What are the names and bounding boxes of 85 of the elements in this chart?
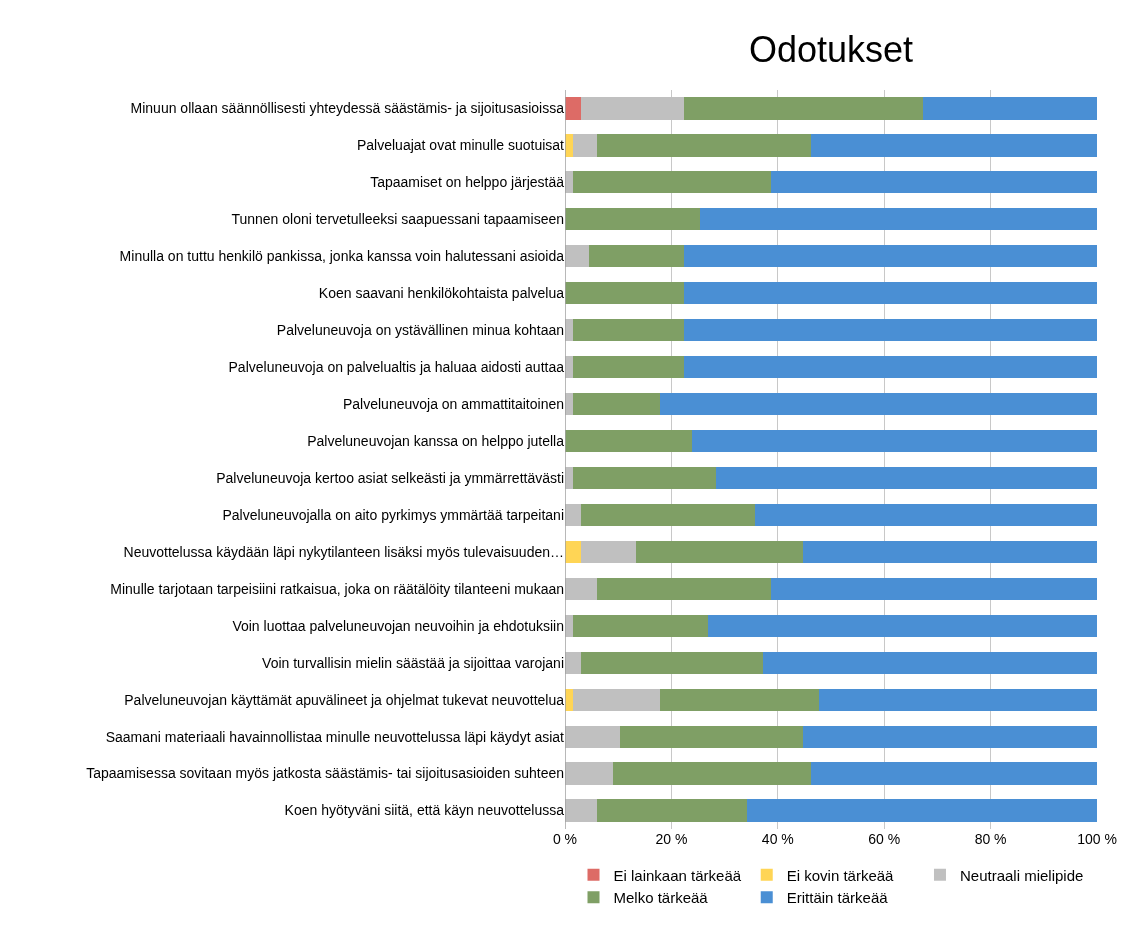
y-tick-label: Koen saavani henkilökohtaista palvelua: [318, 285, 565, 302]
y-tick-label: Palveluneuvoja on ystävällinen minua kohtaan: [276, 322, 564, 339]
bar: [684, 319, 1097, 342]
y-tick-label: Palveluneuvoja on ammattitaitoinen: [342, 395, 564, 412]
bar: [565, 97, 581, 120]
y-tick-label: Palveluneuvoja kertoo asiat selkeästi ja ymmärrettävästi: [216, 469, 564, 486]
bar: [684, 282, 1097, 305]
bar: [565, 762, 613, 785]
bar: [596, 577, 772, 600]
x-tick-label: 40 %: [761, 831, 794, 847]
bar: [565, 577, 597, 600]
x-tick-label: 80 %: [974, 831, 1007, 847]
bar: [684, 356, 1097, 379]
bar: [565, 208, 701, 231]
bar: [716, 466, 1097, 490]
bar: [572, 319, 685, 342]
bar: [763, 651, 1097, 674]
bar: [565, 245, 589, 268]
bar: [620, 725, 804, 748]
bar: [572, 688, 661, 711]
bar: [660, 688, 820, 711]
y-tick-label: Minulle tarjotaan tarpeisiini ratkaisua, joka on räätälöity tilanteeni mukaan: [110, 580, 564, 597]
bar: [565, 651, 581, 674]
bar: [660, 392, 1097, 416]
y-tick-label: Neuvottelussa käydään läpi nykytilanteen lisäksi myös tulevaisuuden…: [123, 543, 564, 560]
y-tick-label: Tapaamisessa sovitaan myös jatkosta säästämis- tai sijoitusasioiden suhteen: [86, 765, 564, 782]
bar: [636, 540, 804, 563]
bar: [612, 762, 812, 785]
bar: [771, 171, 1097, 194]
bar: [565, 725, 621, 748]
bar: [580, 503, 756, 527]
y-tick-label: Minulla on tuttu henkilö pankissa, jonka kanssa voin halutessani asioida: [119, 248, 565, 265]
legend-label: Ei kovin tärkeää: [786, 866, 895, 884]
bar: [580, 540, 637, 563]
bar: [755, 503, 1097, 527]
bar: [572, 614, 709, 637]
bar: [572, 466, 717, 490]
y-tick-label: Koen hyötyväni siitä, että käyn neuvottelussa: [284, 802, 565, 819]
y-tick-label: Palveluneuvojan käyttämät apuvälineet ja ohjelmat tukevat neuvottelua: [124, 691, 565, 708]
bar: [684, 97, 923, 120]
bar: [922, 97, 1097, 120]
x-tick-label: 100 %: [1077, 831, 1117, 847]
bar: [565, 540, 581, 563]
bar: [572, 356, 685, 379]
bar: [708, 614, 1097, 637]
x-tick-label: 0 %: [552, 831, 578, 847]
y-tick-label: Palveluajat ovat minulle suotuisat: [356, 137, 565, 154]
legend-label: Neutraali mielipide: [959, 866, 1084, 884]
bar: [771, 577, 1097, 600]
bar: [572, 392, 661, 416]
bar: [803, 540, 1097, 563]
bar: [572, 171, 772, 194]
bar: [565, 799, 597, 822]
bar: [572, 134, 597, 157]
x-tick-label: 20 %: [655, 831, 688, 847]
bar: [565, 282, 685, 305]
chart-title: Odotukset: [748, 29, 914, 71]
x-tick-label: 60 %: [868, 831, 901, 847]
bar: [700, 208, 1097, 231]
bar: [811, 134, 1097, 157]
bar: [565, 503, 581, 527]
bar: [596, 799, 748, 822]
bar: [803, 725, 1097, 748]
bar: [580, 651, 764, 674]
bar: [596, 134, 812, 157]
bar: [811, 762, 1097, 785]
y-tick-label: Tunnen oloni tervetulleeksi saapuessani tapaamiseen: [231, 211, 564, 228]
y-tick-label: Voin turvallisin mielin säästää ja sijoittaa varojani: [262, 654, 564, 671]
y-tick-label: Minuun ollaan säännöllisesti yhteydessä säästämis- ja sijoitusasioissa: [130, 100, 565, 117]
legend-label: Melko tärkeää: [613, 889, 709, 907]
y-tick-label: Palveluneuvojan kanssa on helppo jutella: [307, 432, 565, 449]
bar: [684, 245, 1097, 268]
bar: [565, 429, 693, 453]
bar: [588, 245, 685, 268]
y-tick-label: Voin luottaa palveluneuvojan neuvoihin ja ehdotuksiin: [232, 617, 564, 634]
y-tick-label: Saamani materiaali havainnollistaa minulle neuvottelussa läpi käydyt asiat: [105, 728, 565, 745]
legend-label: Ei lainkaan tärkeää: [613, 866, 742, 884]
legend-label: Erittäin tärkeää: [786, 889, 889, 907]
bar: [692, 429, 1097, 453]
y-tick-label: Tapaamiset on helppo järjestää: [370, 174, 565, 191]
bar: [747, 799, 1097, 822]
bar: [819, 688, 1097, 711]
y-tick-label: Palveluneuvoja on palvelualtis ja haluaa aidosti auttaa: [228, 359, 565, 376]
y-tick-label: Palveluneuvojalla on aito pyrkimys ymmärtää tarpeitani: [222, 506, 564, 523]
bar: [565, 134, 573, 157]
